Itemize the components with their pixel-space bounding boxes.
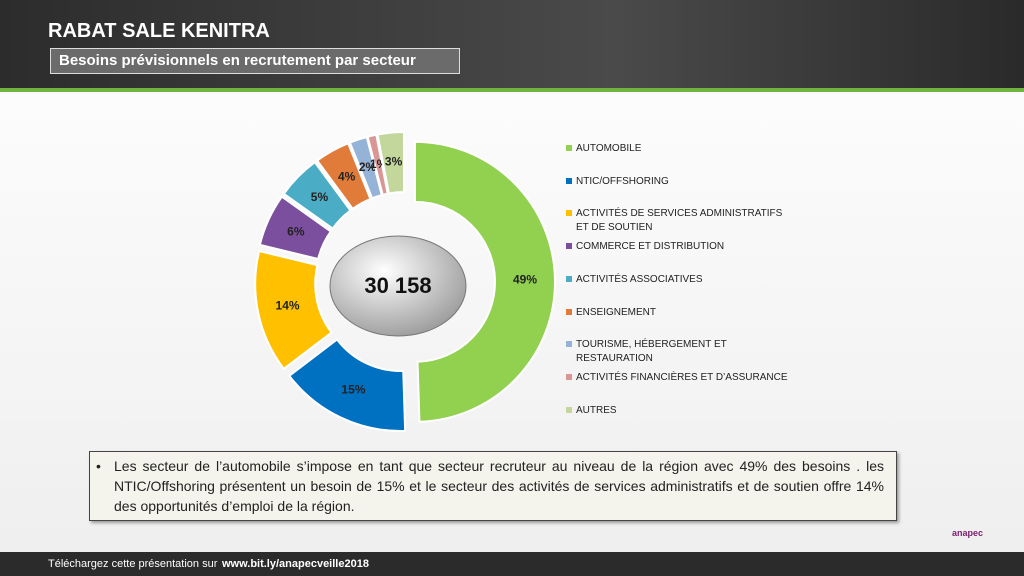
legend-item: ACTIVITÉS DE SERVICES ADMINISTRATIFS ET … xyxy=(566,207,791,235)
legend-label: ACTIVITÉS FINANCIÈRES ET D’ASSURANCE xyxy=(576,371,788,383)
data-label: 14% xyxy=(276,299,300,313)
legend-item: NTIC/OFFSHORING xyxy=(566,175,791,189)
legend-label: ACTIVITÉS DE SERVICES ADMINISTRATIFS ET … xyxy=(576,208,783,234)
footer: Téléchargez cette présentation sur www.b… xyxy=(0,552,1024,576)
donut-segment xyxy=(287,338,407,432)
legend-item: AUTRES xyxy=(566,404,791,418)
legend-swatch xyxy=(566,341,572,348)
total-badge xyxy=(329,235,467,337)
legend-swatch xyxy=(566,275,572,282)
footer-text: Téléchargez cette présentation sur xyxy=(48,558,218,570)
slide-title: RABAT SALE KENITRA xyxy=(48,20,270,42)
legend-item: ACTIVITÉS ASSOCIATIVES xyxy=(566,273,791,287)
data-label: 15% xyxy=(341,383,365,397)
legend-label: AUTRES xyxy=(576,404,617,416)
total-label: 30 158 xyxy=(364,273,431,298)
data-label: 4% xyxy=(338,169,356,183)
slide-subtitle: Besoins prévisionnels en recrutement par… xyxy=(50,48,460,74)
donut-segment xyxy=(282,160,352,230)
legend-swatch xyxy=(566,373,572,380)
legend-swatch xyxy=(566,406,572,413)
donut-segment xyxy=(254,249,333,371)
legend-label: ACTIVITÉS ASSOCIATIVES xyxy=(576,273,703,285)
legend-item: ENSEIGNEMENT xyxy=(566,306,791,320)
legend-swatch xyxy=(566,243,572,250)
legend-item: TOURISME, HÉBERGEMENT ET RESTAURATION xyxy=(566,338,791,366)
donut-segment xyxy=(258,195,333,261)
legend-swatch xyxy=(566,145,572,151)
legend-label: AUTOMOBILE xyxy=(576,143,642,154)
legend-item: AUTOMOBILE xyxy=(566,142,791,156)
legend-item: COMMERCE ET DISTRIBUTION xyxy=(566,240,791,254)
note: Les secteur de l’automobile s’impose en … xyxy=(89,451,897,521)
data-label: 5% xyxy=(311,190,329,204)
legend-swatch xyxy=(566,308,572,315)
donut-segment xyxy=(376,131,406,195)
legend-swatch xyxy=(566,177,572,184)
legend-label: TOURISME, HÉBERGEMENT ET RESTAURATION xyxy=(576,339,727,365)
donut-segment xyxy=(413,140,556,423)
data-label: 49% xyxy=(513,272,537,286)
data-label: 6% xyxy=(287,224,305,238)
legend-swatch xyxy=(566,210,572,217)
legend-label: COMMERCE ET DISTRIBUTION xyxy=(576,241,725,253)
donut-segment xyxy=(366,133,389,197)
footer-link[interactable]: www.bit.ly/anapecveille2018 xyxy=(222,558,369,570)
legend-label: NTIC/OFFSHORING xyxy=(576,175,669,187)
header: RABAT SALE KENITRA Besoins prévisionnels… xyxy=(0,0,1024,92)
logo: anapec xyxy=(952,528,984,538)
legend-label: ENSEIGNEMENT xyxy=(576,306,657,318)
data-label: 2% xyxy=(359,160,377,174)
legend-item: ACTIVITÉS FINANCIÈRES ET D’ASSURANCE xyxy=(566,371,791,385)
donut-segment xyxy=(315,141,372,211)
data-label: 3% xyxy=(385,155,403,169)
